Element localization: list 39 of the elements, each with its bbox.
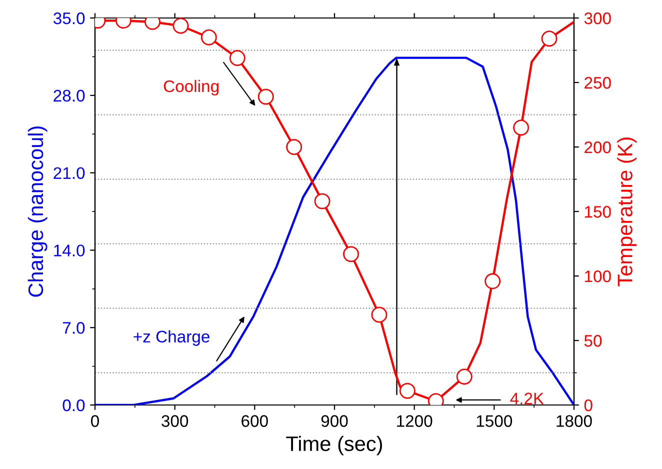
point	[286, 139, 302, 155]
point	[513, 120, 530, 136]
x-axis-title: Time (sec)	[286, 436, 382, 456]
y2-tick-label: 150	[584, 206, 611, 218]
point	[541, 30, 558, 47]
point	[399, 382, 416, 399]
y-tick-label: 28.0	[54, 90, 85, 102]
y2-tick-label: 100	[584, 270, 611, 282]
x-tick-label: 1200	[397, 415, 432, 427]
y2-tick-label: 50	[584, 334, 602, 347]
point	[484, 273, 501, 290]
point	[343, 246, 359, 262]
point	[456, 368, 472, 385]
point	[200, 29, 217, 46]
y-tick-label: 21.0	[54, 167, 85, 180]
annotation: Cooling	[164, 80, 218, 96]
y2-tick-label: 200	[584, 141, 611, 154]
point	[172, 18, 189, 34]
y2-tick-label: 300	[584, 12, 611, 24]
x-tick-label: 1800	[556, 415, 592, 427]
point	[314, 193, 330, 210]
y2-tick-label: 250	[584, 76, 611, 89]
x-tick-label: 900	[321, 415, 348, 427]
y2-tick-label: 0	[584, 399, 592, 412]
annotation: 4.2K	[510, 392, 544, 404]
x-tick-label: 0	[91, 415, 99, 427]
y-tick-label: 35.0	[53, 12, 85, 24]
x-tick-label: 1500	[476, 415, 512, 427]
point	[229, 50, 246, 66]
point	[371, 306, 388, 323]
y-axis-title: Charge (nanocoul)	[28, 126, 48, 297]
y-tick-label: 14.0	[54, 244, 85, 256]
y-tick-label: 0.0	[62, 399, 85, 412]
y2-axis-title: Temperature (K)	[617, 138, 637, 286]
annotation: +z Charge	[134, 330, 210, 346]
x-tick-label: 300	[162, 415, 188, 427]
x-tick-label: 600	[242, 415, 268, 427]
point	[258, 88, 274, 105]
y-tick-label: 7.0	[62, 322, 85, 334]
